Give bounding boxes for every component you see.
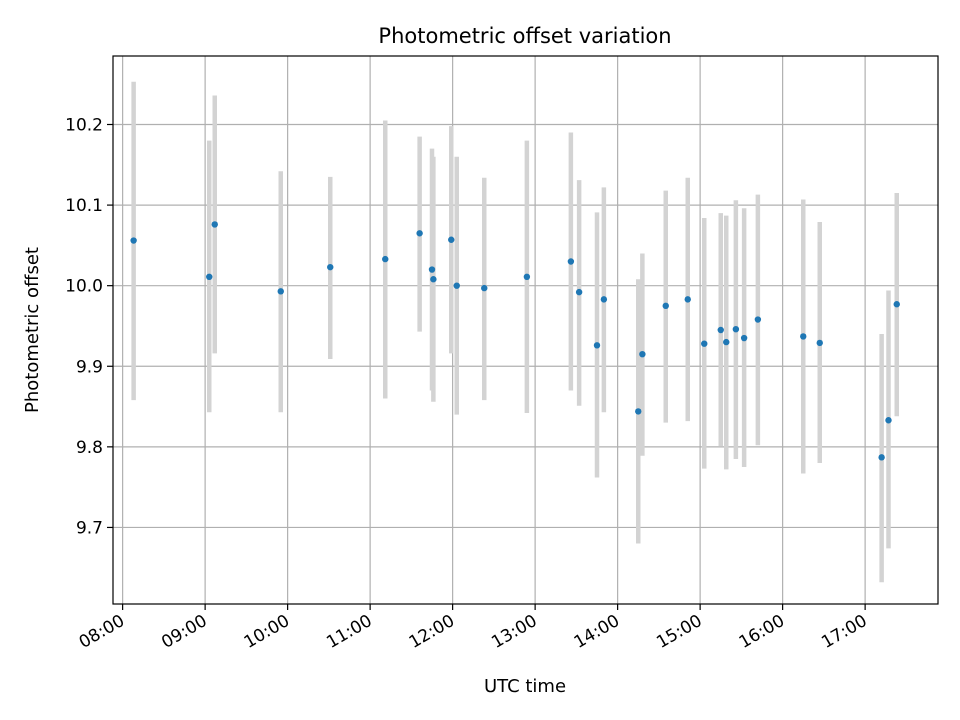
data-point <box>754 316 762 323</box>
data-point <box>430 276 437 283</box>
data-point <box>211 221 218 228</box>
data-point <box>593 342 601 349</box>
x-tick-label: 17:00 <box>818 611 870 653</box>
data-point <box>600 296 608 303</box>
data-point <box>816 339 823 347</box>
x-tick-label: 12:00 <box>406 611 458 653</box>
y-axis-label: Photometric offset <box>22 247 43 413</box>
data-point <box>800 333 807 340</box>
data-point <box>723 338 730 346</box>
data-point <box>416 230 423 237</box>
x-axis-label: UTC time <box>484 676 566 697</box>
x-tick-label: 15:00 <box>653 611 705 653</box>
data-point <box>453 282 460 289</box>
data-points <box>130 221 900 461</box>
data-point <box>639 350 646 358</box>
chart-title: Photometric offset variation <box>378 24 671 48</box>
data-point <box>662 302 669 310</box>
x-tick-label: 16:00 <box>736 611 788 653</box>
x-tick-label: 10:00 <box>241 611 293 653</box>
data-point <box>717 326 724 334</box>
x-tick-label: 13:00 <box>488 611 540 653</box>
data-point <box>130 237 137 244</box>
data-point <box>878 454 885 461</box>
data-point <box>684 296 691 303</box>
y-tick-label: 10.0 <box>65 277 103 297</box>
data-point <box>382 255 389 263</box>
x-tick-label: 14:00 <box>571 611 623 653</box>
x-tick-label: 09:00 <box>158 611 210 653</box>
data-point <box>277 288 284 295</box>
data-point <box>732 325 740 333</box>
data-point <box>428 266 436 273</box>
data-point <box>567 258 575 265</box>
data-point <box>523 273 531 281</box>
y-tick-label: 10.1 <box>65 196 103 216</box>
x-tick-label: 08:00 <box>76 611 128 653</box>
data-point <box>635 408 642 415</box>
y-tick-label: 9.8 <box>76 438 103 458</box>
data-point <box>481 284 488 292</box>
data-point <box>327 263 334 271</box>
data-point <box>206 273 213 281</box>
data-point <box>893 301 900 308</box>
y-tick-label: 9.7 <box>76 518 103 538</box>
x-tick-label: 11:00 <box>323 611 375 653</box>
plot-area-frame <box>112 55 939 605</box>
data-point <box>885 417 892 424</box>
data-point <box>448 236 455 243</box>
y-tick-label: 9.9 <box>76 357 103 377</box>
data-point <box>740 334 748 342</box>
data-point <box>701 340 708 347</box>
axis-ticks: 08:00 09:00 10:00 11:00 12:00 13:00 14:00 15:00… <box>65 116 870 653</box>
y-tick-label: 10.2 <box>65 116 103 136</box>
data-point <box>575 288 583 296</box>
